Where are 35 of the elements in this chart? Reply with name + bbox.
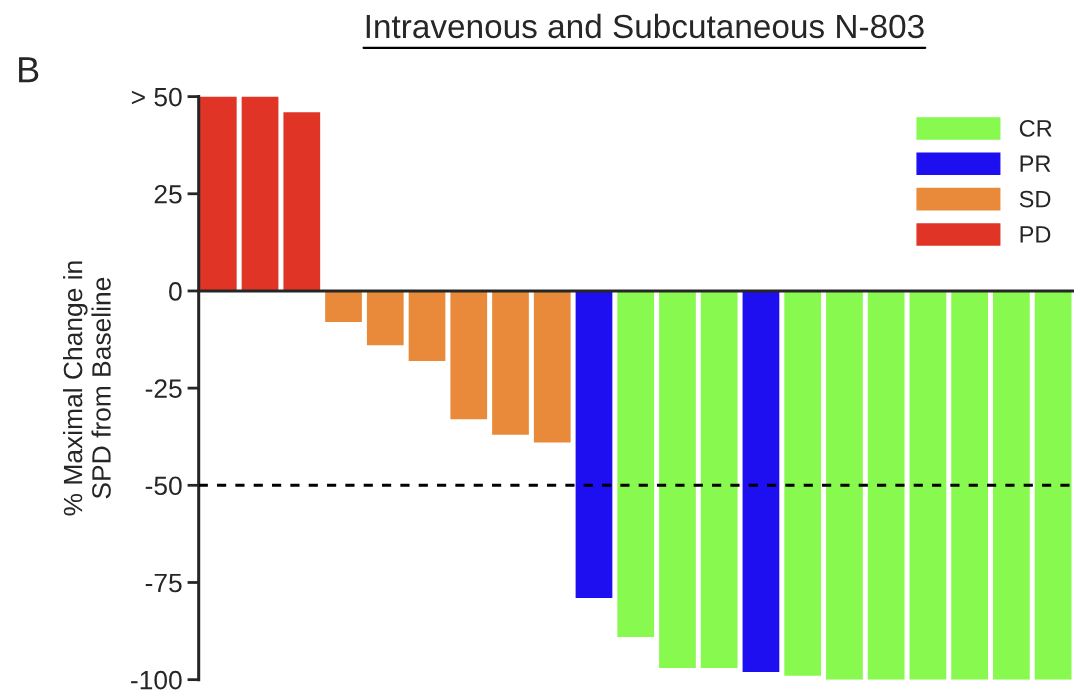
- y-axis-title: % Maximal Change in SPD from Baseline: [62, 261, 111, 516]
- legend-label: PR: [1020, 155, 1051, 172]
- y-tick-label: 0: [169, 282, 182, 301]
- bar: [241, 96, 279, 291]
- bar: [450, 290, 488, 420]
- bar: [325, 290, 362, 323]
- bar: [617, 290, 655, 637]
- bar: [867, 290, 905, 680]
- y-tick-label: -50: [145, 476, 182, 496]
- legend-label: PD: [1020, 226, 1051, 243]
- bar: [742, 290, 780, 672]
- bar: [784, 290, 822, 676]
- y-tick-label: -100: [131, 670, 182, 690]
- bar: [408, 290, 446, 361]
- bar: [575, 290, 613, 599]
- y-tick-label: > 50: [131, 87, 182, 107]
- bar: [199, 96, 237, 291]
- text: B: [19, 57, 39, 83]
- bar: [533, 290, 571, 443]
- bar: [700, 290, 738, 668]
- bar: [659, 290, 696, 668]
- bar: [951, 290, 989, 680]
- bar: [909, 290, 947, 680]
- bar: [993, 290, 1030, 680]
- bar: [826, 290, 863, 680]
- chart-title: Intravenous and Subcutaneous N-803: [366, 13, 924, 39]
- bar: [492, 290, 529, 435]
- y-tick-label: -25: [145, 379, 182, 398]
- bar: [366, 290, 404, 346]
- y-tick-label: 25: [154, 184, 182, 204]
- bar: [1034, 290, 1072, 680]
- bar: [283, 112, 321, 291]
- legend-label: CR: [1019, 120, 1052, 137]
- y-tick-label: -75: [145, 573, 182, 593]
- legend-label: SD: [1019, 190, 1051, 208]
